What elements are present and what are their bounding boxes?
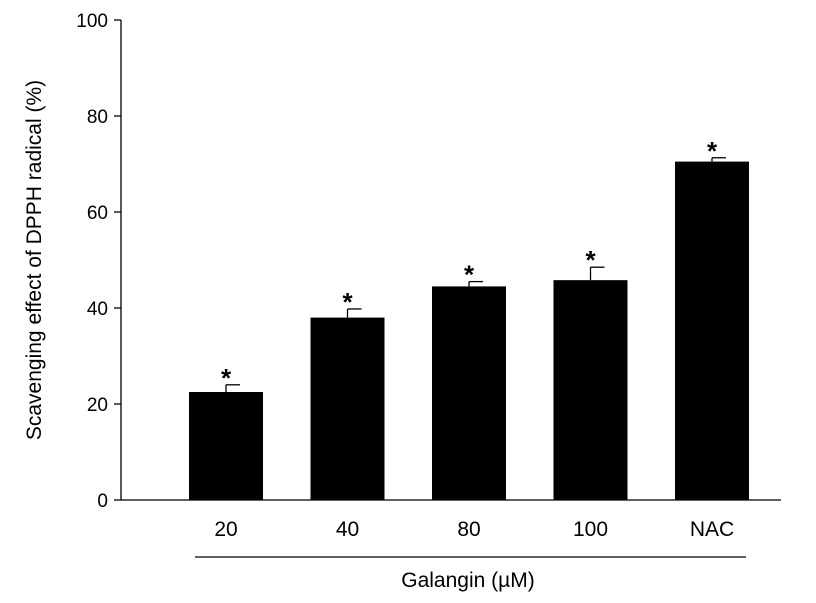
- y-tick-label: 100: [76, 11, 108, 32]
- bar: [310, 317, 385, 500]
- x-tick-label: 100: [573, 518, 608, 541]
- bar: [189, 392, 263, 500]
- significance-marker: *: [342, 287, 353, 317]
- x-tick-labels: 20 40 80 100 NAC: [214, 518, 734, 541]
- y-tick-label: 60: [87, 203, 108, 224]
- x-tick-label: 20: [214, 518, 237, 541]
- y-ticks: 0 20 40 60 80 100: [76, 11, 121, 512]
- x-tick-label: NAC: [690, 518, 734, 541]
- x-tick-label: 40: [336, 518, 359, 541]
- significance-marker: *: [464, 260, 475, 290]
- y-tick-label: 20: [87, 395, 108, 416]
- bar: [432, 286, 506, 500]
- y-tick-label: 40: [87, 299, 108, 320]
- bars: * * * * *: [189, 136, 749, 500]
- x-axis-title: Galangin (µM): [401, 569, 534, 592]
- bar: [553, 280, 628, 500]
- bar: [675, 161, 749, 500]
- x-tick-label: 80: [457, 518, 480, 541]
- y-tick-label: 80: [87, 107, 108, 128]
- significance-marker: *: [221, 363, 232, 393]
- significance-marker: *: [585, 245, 596, 275]
- significance-marker: *: [707, 136, 718, 166]
- y-axis-title: Scavenging effect of DPPH radical (%): [23, 80, 46, 440]
- y-tick-label: 0: [97, 491, 108, 512]
